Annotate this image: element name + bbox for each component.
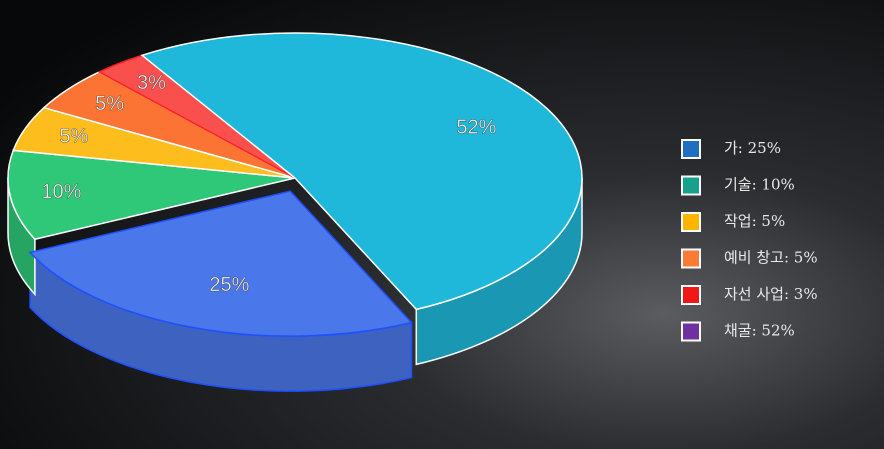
legend-label: 예비 창고: 5% (724, 249, 818, 267)
data-label: 5% (95, 93, 124, 115)
legend-swatch (682, 213, 700, 231)
data-label: 25% (209, 274, 249, 296)
data-label: 5% (59, 126, 88, 148)
data-label: 3% (137, 72, 166, 94)
legend-label: 작업: 5% (724, 212, 785, 230)
legend-label: 가: 25% (724, 139, 781, 157)
legend-swatch (682, 177, 700, 195)
legend-swatch (682, 286, 700, 304)
legend-swatch (682, 250, 700, 268)
legend-swatch (682, 140, 700, 158)
data-label: 10% (41, 181, 81, 203)
legend-label: 자선 사업: 3% (724, 285, 818, 303)
legend-swatch (682, 323, 700, 341)
chart: 25% 10% 5% 5% 3% 52% 가: 25% 기술: 10% 작업: 5% 예비 창고… (0, 0, 884, 449)
legend-label: 기술: 10% (724, 176, 795, 194)
data-label: 52% (456, 116, 496, 138)
pie: 25% 10% 5% 5% 3% 52% (8, 33, 582, 391)
legend-label: 채굴: 52% (724, 322, 795, 340)
